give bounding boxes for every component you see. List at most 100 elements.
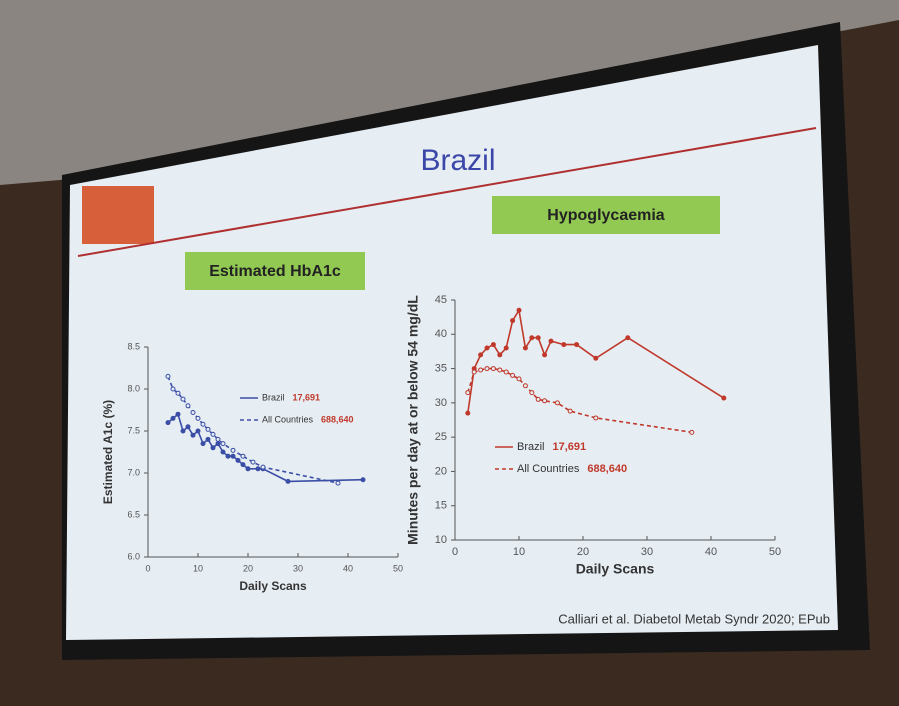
point <box>200 421 206 427</box>
y-axis-label: Minutes per day at or below 54 mg/dL <box>405 295 421 545</box>
point <box>170 415 176 421</box>
legend-label: All Countries <box>262 414 314 424</box>
point <box>689 429 695 435</box>
chart-title: Estimated HbA1c <box>209 263 341 280</box>
point <box>465 390 471 396</box>
point <box>503 369 509 375</box>
point <box>593 355 599 361</box>
point <box>210 431 216 437</box>
point <box>510 372 516 378</box>
x-tick-label: 0 <box>145 563 150 573</box>
point <box>465 410 471 416</box>
point <box>554 400 560 406</box>
point <box>593 415 599 421</box>
x-tick-label: 20 <box>577 546 589 558</box>
point <box>542 398 548 404</box>
x-tick-label: 10 <box>193 563 203 573</box>
point <box>255 466 261 472</box>
point <box>230 447 236 453</box>
y-axis-label: Estimated A1c (%) <box>101 400 115 504</box>
point <box>195 415 201 421</box>
point <box>516 376 522 382</box>
x-tick-label: 50 <box>393 563 403 573</box>
title-rule <box>77 127 817 257</box>
legend-label: All Countries <box>517 463 580 475</box>
point <box>721 395 727 401</box>
point <box>529 335 535 341</box>
x-axis-label: Daily Scans <box>239 579 307 593</box>
point <box>490 342 496 348</box>
point <box>522 383 528 389</box>
point <box>240 453 246 459</box>
point <box>185 424 191 430</box>
point <box>205 436 211 442</box>
point <box>210 445 216 451</box>
y-tick-label: 25 <box>435 431 447 443</box>
x-tick-label: 0 <box>452 546 458 558</box>
point <box>574 342 580 348</box>
point <box>170 386 176 392</box>
point <box>535 335 541 341</box>
point <box>165 373 171 379</box>
point <box>567 408 573 414</box>
point <box>260 464 266 470</box>
series-line <box>167 376 339 484</box>
point <box>497 367 503 373</box>
point <box>503 345 509 351</box>
point <box>529 390 535 396</box>
x-tick-label: 30 <box>641 546 653 558</box>
legend-label: Brazil <box>517 441 545 453</box>
legend-count: 17,691 <box>553 441 587 453</box>
point <box>335 480 341 486</box>
point <box>497 352 503 358</box>
point <box>250 459 256 465</box>
point <box>230 453 236 459</box>
series-line <box>467 367 692 434</box>
point <box>205 426 211 432</box>
point <box>215 436 221 442</box>
y-tick-label: 7.0 <box>127 467 140 477</box>
point <box>175 390 181 396</box>
slide-title: Brazil <box>420 144 495 177</box>
chart-title-box <box>492 196 720 234</box>
point <box>190 432 196 438</box>
y-tick-label: 15 <box>435 500 447 512</box>
point <box>175 411 181 417</box>
point <box>220 449 226 455</box>
chart-title: Hypoglycaemia <box>547 207 664 224</box>
y-tick-label: 40 <box>435 328 447 340</box>
point <box>225 453 231 459</box>
y-tick-label: 6.5 <box>127 509 140 519</box>
point <box>180 428 186 434</box>
point <box>484 366 490 372</box>
point <box>220 441 226 447</box>
point <box>235 457 241 463</box>
point <box>522 345 528 351</box>
point <box>535 396 541 402</box>
legend-count: 17,691 <box>293 392 321 402</box>
x-tick-label: 40 <box>343 563 353 573</box>
point <box>245 466 251 472</box>
x-tick-label: 50 <box>769 546 781 558</box>
y-tick-label: 7.5 <box>127 425 140 435</box>
x-tick-label: 30 <box>293 563 303 573</box>
point <box>490 366 496 372</box>
point <box>195 428 201 434</box>
x-tick-label: 40 <box>705 546 717 558</box>
point <box>561 342 567 348</box>
y-tick-label: 6.0 <box>127 551 140 561</box>
legend-count: 688,640 <box>321 414 354 424</box>
y-tick-label: 8.5 <box>127 341 140 351</box>
legend-label: Brazil <box>262 392 285 402</box>
point <box>360 477 366 483</box>
point <box>484 345 490 351</box>
point <box>548 338 554 344</box>
point <box>625 335 631 341</box>
point <box>471 369 477 375</box>
y-tick-label: 45 <box>435 294 447 306</box>
point <box>185 403 191 409</box>
logo <box>82 186 154 244</box>
y-tick-label: 35 <box>435 362 447 374</box>
ceiling <box>0 0 899 185</box>
